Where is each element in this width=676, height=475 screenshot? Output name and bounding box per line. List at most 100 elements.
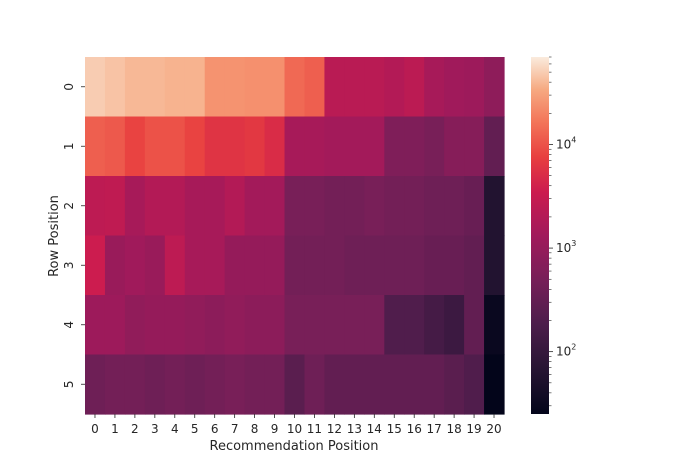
- y-tick-label: 2: [62, 202, 76, 210]
- x-tick-label: 4: [171, 422, 179, 436]
- x-tick-label: 5: [191, 422, 199, 436]
- heatmap-cell: [104, 235, 126, 296]
- heatmap-cell: [444, 354, 465, 415]
- heatmap-cell: [364, 235, 385, 296]
- heatmap-cell: [364, 295, 385, 356]
- heatmap-cell: [184, 116, 206, 177]
- heatmap-cell: [184, 57, 206, 118]
- heatmap-cell: [204, 176, 226, 237]
- x-tick-label: 11: [307, 422, 322, 436]
- heatmap-cell: [124, 295, 146, 356]
- heatmap-cell: [104, 57, 126, 118]
- heatmap-cell: [104, 116, 126, 177]
- heatmap-cell: [484, 57, 505, 118]
- heatmap-cell: [85, 176, 106, 237]
- heatmap-cell: [184, 354, 206, 415]
- heatmap-cell: [244, 176, 266, 237]
- heatmap-cell: [224, 295, 246, 356]
- heatmap-cell: [404, 354, 425, 415]
- x-tick-label: 17: [427, 422, 442, 436]
- colorbar-ticks: 102 103 104: [549, 56, 576, 407]
- heatmap-cell: [144, 176, 166, 237]
- heatmap-cell: [224, 57, 246, 118]
- heatmap-cell: [104, 354, 126, 415]
- heatmap-cell: [404, 176, 425, 237]
- heatmap-cells: [85, 57, 505, 415]
- heatmap-cell: [384, 354, 405, 415]
- heatmap-cell: [344, 176, 365, 237]
- heatmap-cell: [164, 116, 186, 177]
- heatmap-cell: [424, 176, 445, 237]
- heatmap-cell: [85, 235, 106, 296]
- heatmap-cell: [144, 57, 166, 118]
- y-tick-label: 1: [62, 142, 76, 150]
- heatmap-cell: [284, 295, 306, 356]
- heatmap-cell: [204, 354, 226, 415]
- x-tick-label: 13: [347, 422, 362, 436]
- heatmap-cell: [324, 57, 345, 118]
- heatmap-cell: [164, 57, 186, 118]
- heatmap-cell: [444, 116, 465, 177]
- heatmap-cell: [244, 116, 266, 177]
- heatmap-cell: [144, 295, 166, 356]
- heatmap-cell: [124, 176, 146, 237]
- colorbar: [531, 57, 549, 414]
- heatmap-cell: [284, 235, 306, 296]
- heatmap-cell: [144, 235, 166, 296]
- heatmap-cell: [324, 354, 345, 415]
- heatmap-cell: [85, 116, 106, 177]
- heatmap-cell: [404, 57, 425, 118]
- heatmap-cell: [184, 235, 206, 296]
- heatmap-cell: [304, 57, 326, 118]
- heatmap-cell: [464, 176, 485, 237]
- heatmap-cell: [244, 295, 266, 356]
- heatmap-cell: [184, 176, 206, 237]
- heatmap-cell: [404, 295, 425, 356]
- heatmap-cell: [244, 354, 266, 415]
- heatmap-cell: [264, 176, 286, 237]
- heatmap-cell: [344, 235, 365, 296]
- heatmap-cell: [484, 235, 505, 296]
- heatmap-cell: [444, 57, 465, 118]
- heatmap-cell: [224, 354, 246, 415]
- y-tick-label: 5: [62, 380, 76, 388]
- heatmap-cell: [224, 176, 246, 237]
- heatmap-cell: [144, 116, 166, 177]
- heatmap-cell: [324, 295, 345, 356]
- heatmap-cell: [404, 116, 425, 177]
- heatmap-cell: [464, 116, 485, 177]
- heatmap-cell: [324, 176, 345, 237]
- heatmap-cell: [124, 57, 146, 118]
- heatmap-cell: [264, 57, 286, 118]
- heatmap-cell: [444, 176, 465, 237]
- colorbar-tick-label: 102: [556, 343, 576, 359]
- x-tick-label: 8: [251, 422, 259, 436]
- colorbar-tick-label: 103: [556, 239, 576, 255]
- x-tick-label: 10: [287, 422, 302, 436]
- heatmap-cell: [104, 176, 126, 237]
- heatmap-cell: [264, 295, 286, 356]
- y-tick-label: 4: [62, 321, 76, 329]
- x-tick-label: 9: [271, 422, 279, 436]
- heatmap-cell: [85, 354, 106, 415]
- colorbar-tick-label: 104: [556, 136, 576, 152]
- heatmap-cell: [244, 235, 266, 296]
- heatmap-cell: [184, 295, 206, 356]
- x-tick-label: 16: [407, 422, 422, 436]
- heatmap-cell: [284, 116, 306, 177]
- x-tick-label: 12: [327, 422, 342, 436]
- heatmap-cell: [484, 354, 505, 415]
- heatmap-cell: [304, 354, 326, 415]
- heatmap-cell: [85, 295, 106, 356]
- heatmap-cell: [364, 116, 385, 177]
- heatmap-cell: [424, 116, 445, 177]
- heatmap-cell: [85, 57, 106, 118]
- heatmap-cell: [164, 176, 186, 237]
- heatmap-cell: [224, 116, 246, 177]
- heatmap-cell: [204, 295, 226, 356]
- x-tick-label: 3: [151, 422, 159, 436]
- heatmap-cell: [284, 57, 306, 118]
- heatmap-cell: [464, 295, 485, 356]
- heatmap-cell: [124, 354, 146, 415]
